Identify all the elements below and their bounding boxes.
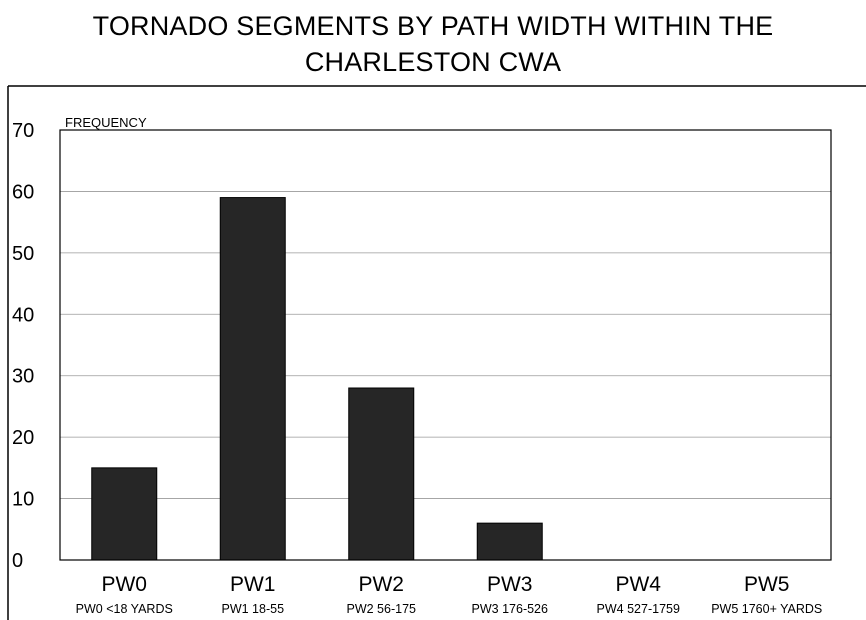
category-description-pw1: PW1 18-55 xyxy=(221,602,284,616)
y-tick-label: 0 xyxy=(12,550,23,572)
chart-title-line-1: TORNADO SEGMENTS BY PATH WIDTH WITHIN TH… xyxy=(92,11,774,41)
bar-pw0 xyxy=(91,467,158,561)
x-tick-label-pw1: PW1 xyxy=(230,573,276,596)
category-description-pw2: PW2 56-175 xyxy=(347,602,417,616)
x-tick-label-pw3: PW3 xyxy=(487,573,533,596)
y-tick-label: 60 xyxy=(12,181,34,203)
category-description-pw4: PW4 527-1759 xyxy=(597,602,680,616)
category-description-pw3: PW3 176-526 xyxy=(472,602,548,616)
y-tick-label: 50 xyxy=(12,243,34,265)
x-tick-label-pw0: PW0 xyxy=(101,573,147,596)
y-tick-label: 40 xyxy=(12,304,34,326)
y-tick-label: 30 xyxy=(12,366,34,388)
chart-title-line-2: CHARLESTON CWA xyxy=(304,47,562,77)
category-legend: PW0 <18 YARDS PW1 18-55 PW2 56-175 PW3 176-… xyxy=(76,602,823,616)
x-tick-label-pw2: PW2 xyxy=(358,573,404,596)
y-axis-label: FREQUENCY xyxy=(65,115,147,130)
grid-lines xyxy=(60,191,831,499)
bar-pw1 xyxy=(219,197,286,561)
y-tick-label: 10 xyxy=(12,489,34,511)
plot-area-border xyxy=(59,129,832,561)
x-tick-labels: PW0 PW1 PW2 PW3 PW4 PW5 xyxy=(101,573,789,596)
category-description-pw5: PW5 1760+ YARDS xyxy=(711,602,822,616)
y-tick-labels: 0 10 20 30 40 50 60 70 xyxy=(12,120,34,572)
bar-pw2 xyxy=(348,387,415,561)
x-tick-label-pw5: PW5 xyxy=(744,573,790,596)
bar-pw3 xyxy=(476,522,543,561)
y-tick-label: 20 xyxy=(12,427,34,449)
y-tick-label: 70 xyxy=(12,120,34,142)
bars xyxy=(91,197,543,561)
category-description-pw0: PW0 <18 YARDS xyxy=(76,602,173,616)
x-tick-label-pw4: PW4 xyxy=(615,573,661,596)
chart-title: TORNADO SEGMENTS BY PATH WIDTH WITHIN TH… xyxy=(0,8,866,80)
